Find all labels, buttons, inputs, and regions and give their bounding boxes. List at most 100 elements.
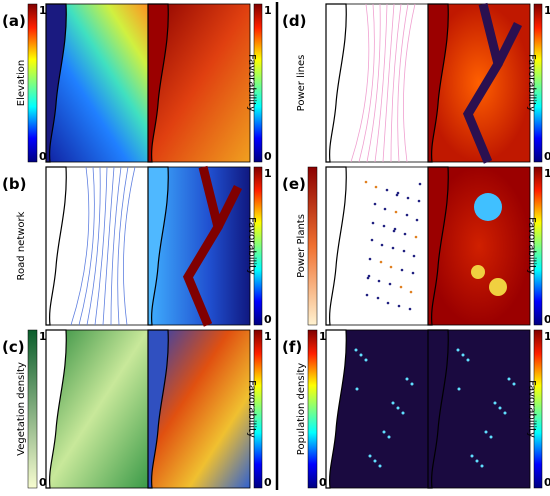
plant-dot bbox=[399, 285, 403, 289]
plant-dot bbox=[392, 229, 396, 233]
coastline bbox=[147, 3, 169, 163]
plant-dot bbox=[382, 224, 386, 228]
plant-dot bbox=[403, 232, 407, 236]
colorbar bbox=[533, 329, 543, 489]
tick-label: 0 bbox=[544, 150, 550, 163]
hotspot bbox=[512, 382, 516, 386]
plant-dot bbox=[373, 202, 377, 206]
input-map bbox=[45, 329, 149, 489]
network-line bbox=[358, 3, 375, 163]
tick-label: 0 bbox=[264, 313, 272, 326]
hotspot bbox=[475, 459, 479, 463]
tick-label: 1 bbox=[264, 167, 272, 180]
coastline bbox=[147, 166, 169, 326]
network-line bbox=[123, 166, 136, 326]
hotspot bbox=[466, 358, 470, 362]
plant-dot bbox=[371, 221, 375, 225]
blob bbox=[474, 193, 502, 221]
plant-dot bbox=[395, 193, 399, 197]
hotspot bbox=[401, 411, 405, 415]
hotspot bbox=[382, 430, 386, 434]
hotspot bbox=[484, 430, 488, 434]
coastline bbox=[325, 3, 347, 163]
tick-label: 1 bbox=[264, 4, 272, 17]
hotspot bbox=[391, 401, 395, 405]
plant-dot bbox=[380, 243, 384, 247]
plant-dot bbox=[408, 307, 412, 311]
favorability-map bbox=[147, 3, 251, 163]
plant-dot bbox=[365, 293, 369, 297]
plant-dot bbox=[402, 249, 406, 253]
coastline bbox=[427, 3, 449, 163]
favorability-map bbox=[427, 329, 531, 489]
colorbar bbox=[27, 3, 38, 163]
hotspot bbox=[354, 348, 358, 352]
plant-dot bbox=[383, 207, 387, 211]
hotspot bbox=[387, 435, 391, 439]
plant-dot bbox=[377, 279, 381, 283]
hotspot bbox=[480, 464, 484, 468]
plant-dot bbox=[393, 227, 397, 231]
plant-dot bbox=[406, 196, 410, 200]
plant-dot bbox=[368, 257, 372, 261]
tick-label: 1 bbox=[319, 330, 327, 343]
hotspot bbox=[373, 459, 377, 463]
plant-dot bbox=[386, 301, 390, 305]
plant-dot bbox=[409, 290, 413, 294]
left-title: Power lines bbox=[296, 55, 307, 112]
colorbar bbox=[253, 329, 263, 489]
hotspot bbox=[503, 411, 507, 415]
tick-label: 1 bbox=[544, 4, 550, 17]
panel-label: (f) bbox=[282, 338, 302, 356]
left-title: Power Plants bbox=[296, 214, 307, 278]
left-title: Vegetation density bbox=[16, 362, 27, 456]
input-map bbox=[325, 329, 429, 489]
right-title: Favorability bbox=[246, 380, 257, 438]
hotspot bbox=[359, 353, 363, 357]
coastline bbox=[427, 166, 449, 326]
hotspot bbox=[456, 348, 460, 352]
hotspot bbox=[378, 464, 382, 468]
network-line bbox=[374, 3, 388, 163]
network-line bbox=[94, 166, 108, 326]
plant-dot bbox=[391, 246, 395, 250]
input-map bbox=[325, 3, 429, 163]
plant-dot bbox=[385, 188, 389, 192]
favorability-map bbox=[427, 166, 531, 326]
colorbar bbox=[253, 3, 263, 163]
plant-dot bbox=[366, 276, 370, 280]
plant-dot bbox=[370, 238, 374, 242]
colorbar bbox=[253, 166, 263, 326]
colorbar bbox=[27, 329, 38, 489]
plant-dot bbox=[415, 218, 419, 222]
tick-label: 0 bbox=[544, 476, 550, 489]
coastline bbox=[427, 329, 449, 489]
plant-dot bbox=[397, 304, 401, 308]
favorability-map bbox=[147, 165, 251, 327]
plant-dot bbox=[418, 182, 422, 186]
favorability-map bbox=[427, 2, 531, 164]
network-line bbox=[390, 3, 402, 163]
network-line bbox=[117, 166, 129, 326]
tick-label: 1 bbox=[264, 330, 272, 343]
left-title: Elevation bbox=[16, 60, 27, 106]
tick-label: 1 bbox=[39, 330, 47, 343]
plant-dot bbox=[374, 185, 378, 189]
plant-dot bbox=[417, 199, 421, 203]
coastline bbox=[45, 3, 67, 163]
network-line bbox=[102, 166, 115, 326]
network-band bbox=[462, 2, 523, 164]
network-line bbox=[382, 3, 395, 163]
network-line bbox=[403, 3, 416, 163]
plant-dot bbox=[389, 265, 393, 269]
panel-label: (e) bbox=[282, 175, 306, 193]
coastline bbox=[45, 166, 67, 326]
plant-dot bbox=[394, 210, 398, 214]
hotspot bbox=[368, 454, 372, 458]
hotspot bbox=[457, 387, 461, 391]
hotspot bbox=[364, 358, 368, 362]
network-band bbox=[182, 165, 243, 327]
hotspot bbox=[355, 387, 359, 391]
hotspot bbox=[410, 382, 414, 386]
